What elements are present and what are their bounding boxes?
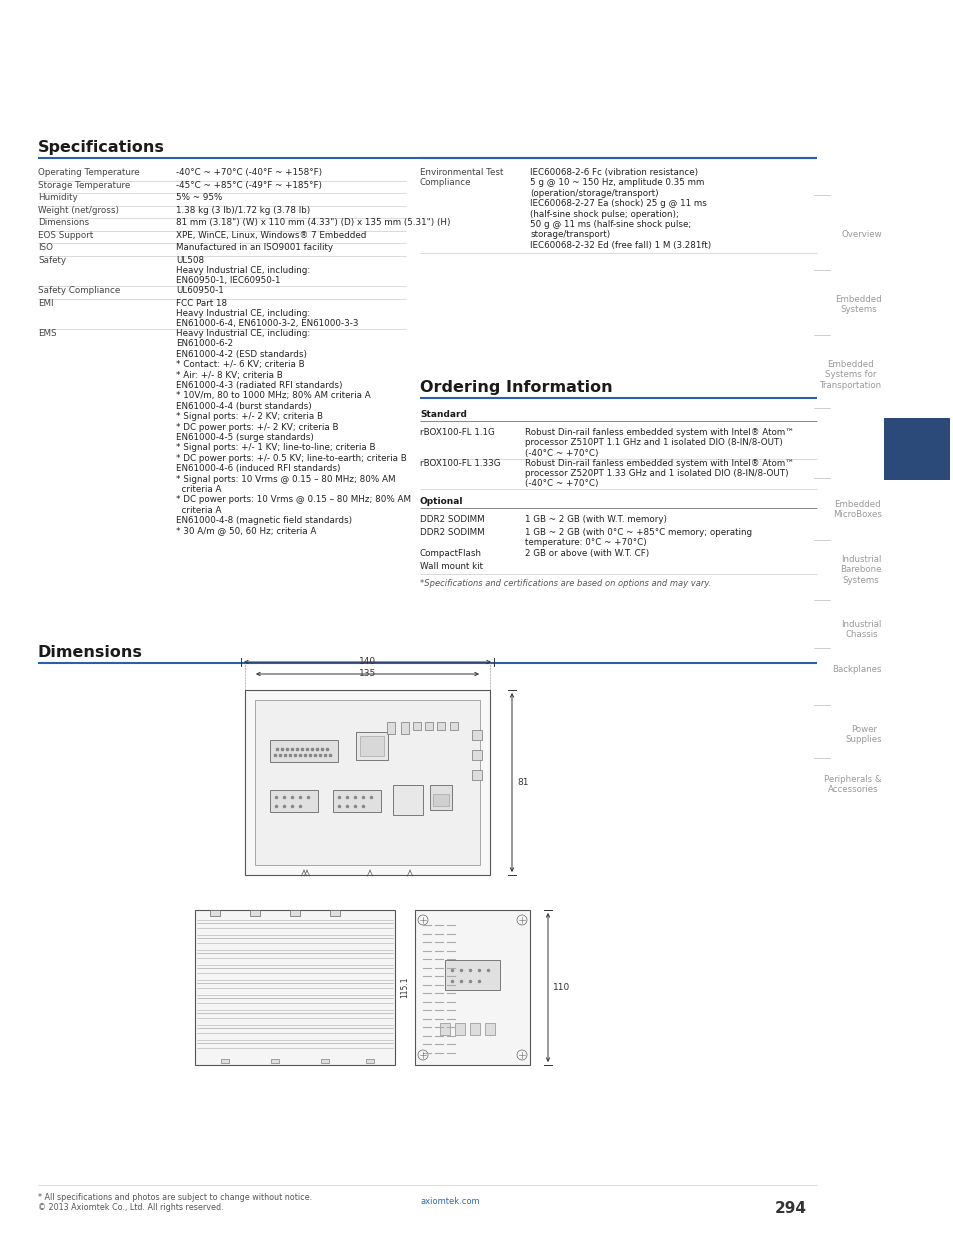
Bar [250,910,260,916]
Text: 135: 135 [358,669,375,677]
Bar [210,910,220,916]
Text: © 2013 Axiomtek Co., Ltd. All rights reserved.: © 2013 Axiomtek Co., Ltd. All rights res… [38,1203,223,1212]
Text: Dimensions: Dimensions [38,218,89,227]
Bar [472,730,481,740]
Bar [270,740,337,762]
Text: EMS: EMS [38,329,56,338]
Text: 115.1: 115.1 [400,977,409,998]
Text: Optional: Optional [419,497,463,506]
Text: FCC Part 18
Heavy Industrial CE, including:
EN61000-6-4, EN61000-3-2, EN61000-3-: FCC Part 18 Heavy Industrial CE, includi… [175,298,358,328]
Text: 1 GB ~ 2 GB (with 0°C ~ +85°C memory; operating
temperature: 0°C ~ +70°C): 1 GB ~ 2 GB (with 0°C ~ +85°C memory; op… [524,527,751,547]
Bar [433,794,449,805]
Text: Power
Supplies: Power Supplies [844,725,882,745]
Text: XPE, WinCE, Linux, Windows® 7 Embedded: XPE, WinCE, Linux, Windows® 7 Embedded [175,230,366,240]
Bar [436,722,444,730]
Bar [290,910,299,916]
Text: Wall mount kit: Wall mount kit [419,562,482,571]
Bar [424,722,433,730]
Text: Backplanes: Backplanes [832,665,882,674]
Text: -40°C ~ +70°C (-40°F ~ +158°F): -40°C ~ +70°C (-40°F ~ +158°F) [175,168,322,177]
Text: * All specifications and photos are subject to change without notice.: * All specifications and photos are subj… [38,1193,312,1202]
Text: 294: 294 [774,1201,806,1216]
Text: Industrial
Chassis: Industrial Chassis [841,620,882,639]
Bar [883,418,949,480]
Bar [271,1059,278,1063]
Text: 1 GB ~ 2 GB (with W.T. memory): 1 GB ~ 2 GB (with W.T. memory) [524,515,666,525]
Bar [387,722,395,735]
Text: Robust Din-rail fanless embedded system with Intel® Atom™
processor Z510PT 1.1 G: Robust Din-rail fanless embedded system … [524,428,793,457]
Text: Humidity: Humidity [38,193,77,203]
Text: -45°C ~ +85°C (-49°F ~ +185°F): -45°C ~ +85°C (-49°F ~ +185°F) [175,180,322,189]
Text: axiomtek.com: axiomtek.com [419,1197,479,1206]
Bar [270,791,317,812]
Bar [393,786,422,815]
Text: rBOX100-FL 1.33G: rBOX100-FL 1.33G [419,459,500,467]
Text: Standard: Standard [419,410,466,419]
Text: Environmental Test
Compliance: Environmental Test Compliance [419,168,503,188]
Bar [472,769,481,781]
Text: rBOX100-FL 1.1G: rBOX100-FL 1.1G [419,428,495,438]
Text: 5% ~ 95%: 5% ~ 95% [175,193,222,203]
Bar [413,722,420,730]
Text: Industrial
Barebone
Systems: Industrial Barebone Systems [840,556,882,584]
Text: Storage Temperature: Storage Temperature [38,180,131,189]
Text: Embedded
Field
Controllers: Embedded Field Controllers [827,435,882,465]
Text: EOS Support: EOS Support [38,230,93,240]
Text: Specifications: Specifications [38,140,165,155]
Bar [472,750,481,759]
Bar [450,722,457,730]
Text: UL508
Heavy Industrial CE, including:
EN60950-1, IEC60950-1: UL508 Heavy Industrial CE, including: EN… [175,256,310,286]
Bar [484,1023,495,1035]
Bar [444,960,499,989]
Text: 110: 110 [553,983,570,992]
Text: Embedded
Systems for
Transportation: Embedded Systems for Transportation [819,360,882,390]
Text: Ordering Information: Ordering Information [419,380,612,395]
Bar [455,1023,464,1035]
Bar [254,700,479,865]
Text: Peripherals &
Accessories: Peripherals & Accessories [823,774,882,794]
Text: EMI: EMI [38,298,53,307]
Bar [320,1059,329,1063]
Bar [415,910,530,1065]
Bar [359,736,384,756]
Text: 81: 81 [517,778,528,787]
Bar [366,1059,374,1063]
Bar [333,791,380,812]
Text: DDR2 SODIMM: DDR2 SODIMM [419,515,484,525]
Text: 1.38 kg (3 lb)/1.72 kg (3.78 lb): 1.38 kg (3 lb)/1.72 kg (3.78 lb) [175,205,310,215]
Text: Operating Temperature: Operating Temperature [38,168,139,177]
Text: Embedded
Systems: Embedded Systems [835,295,882,314]
Bar [245,690,490,875]
Text: IEC60068-2-6 Fc (vibration resistance)
5 g @ 10 ~ 150 Hz, amplitude 0.35 mm
(ope: IEC60068-2-6 Fc (vibration resistance) 5… [530,168,711,250]
Text: DDR2 SODIMM: DDR2 SODIMM [419,527,484,537]
Text: 2 GB or above (with W.T. CF): 2 GB or above (with W.T. CF) [524,549,649,558]
Text: Robust Din-rail fanless embedded system with Intel® Atom™
processor Z520PT 1.33 : Robust Din-rail fanless embedded system … [524,459,793,488]
Text: *Specifications and certifications are based on options and may vary.: *Specifications and certifications are b… [419,579,711,588]
Text: Safety: Safety [38,256,66,265]
Bar [470,1023,479,1035]
Text: CompactFlash: CompactFlash [419,549,481,558]
Bar [194,910,395,1065]
Text: Safety Compliance: Safety Compliance [38,286,120,295]
Bar [221,1059,229,1063]
Text: ISO: ISO [38,242,53,252]
Text: Overview: Overview [841,230,882,239]
Bar [330,910,339,916]
Text: Dimensions: Dimensions [38,645,143,660]
Text: 140: 140 [358,658,375,666]
Text: Heavy Industrial CE, including:
EN61000-6-2
EN61000-4-2 (ESD standards)
* Contac: Heavy Industrial CE, including: EN61000-… [175,329,411,536]
Text: Manufactured in an ISO9001 facility: Manufactured in an ISO9001 facility [175,242,333,252]
Text: Embedded
MicroBoxes: Embedded MicroBoxes [832,500,882,520]
Text: Weight (net/gross): Weight (net/gross) [38,205,119,215]
Bar [439,1023,450,1035]
Bar [430,786,452,810]
Text: UL60950-1: UL60950-1 [175,286,224,295]
Bar [355,732,388,759]
Text: 81 mm (3.18") (W) x 110 mm (4.33") (D) x 135 mm (5.31") (H): 81 mm (3.18") (W) x 110 mm (4.33") (D) x… [175,218,450,227]
Bar [400,722,409,735]
